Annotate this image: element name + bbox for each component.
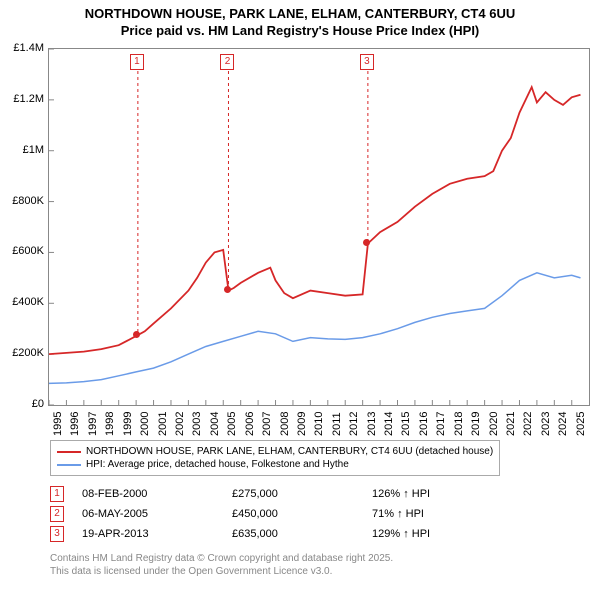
x-tick-label: 2016 — [418, 412, 430, 436]
sale-marker-label: 3 — [360, 54, 374, 70]
x-tick-label: 2018 — [453, 412, 465, 436]
y-tick-label: £1M — [4, 144, 44, 156]
sale-delta: 126% ↑ HPI — [372, 488, 492, 500]
x-tick-label: 2022 — [522, 412, 534, 436]
x-tick-label: 1996 — [69, 412, 81, 436]
y-tick-label: £800K — [4, 195, 44, 207]
x-tick-label: 1997 — [87, 412, 99, 436]
x-tick-label: 2013 — [366, 412, 378, 436]
x-tick-label: 2024 — [557, 412, 569, 436]
table-row: 3 19-APR-2013£635,000129% ↑ HPI — [50, 524, 492, 544]
x-tick-label: 2025 — [575, 412, 587, 436]
sale-price: £275,000 — [232, 488, 372, 500]
legend: NORTHDOWN HOUSE, PARK LANE, ELHAM, CANTE… — [50, 440, 500, 476]
sale-price: £635,000 — [232, 528, 372, 540]
y-tick-label: £400K — [4, 296, 44, 308]
container: NORTHDOWN HOUSE, PARK LANE, ELHAM, CANTE… — [0, 0, 600, 590]
y-tick-label: £1.2M — [4, 93, 44, 105]
table-row: 2 06-MAY-2005£450,00071% ↑ HPI — [50, 504, 492, 524]
footer: Contains HM Land Registry data © Crown c… — [50, 552, 393, 578]
x-tick-label: 2008 — [279, 412, 291, 436]
sales-table: 1 08-FEB-2000£275,000126% ↑ HPI 2 06-MAY-20… — [50, 484, 492, 544]
sale-date: 19-APR-2013 — [82, 528, 232, 540]
x-tick-label: 2011 — [331, 412, 343, 436]
x-tick-label: 2017 — [435, 412, 447, 436]
x-tick-label: 2014 — [383, 412, 395, 436]
line-chart — [48, 48, 590, 406]
legend-swatch — [57, 451, 81, 453]
title-line2: Price paid vs. HM Land Registry's House … — [121, 23, 480, 38]
sale-marker-label: 1 — [130, 54, 144, 70]
footer-line1: Contains HM Land Registry data © Crown c… — [50, 553, 393, 564]
y-tick-label: £200K — [4, 347, 44, 359]
sale-delta: 129% ↑ HPI — [372, 528, 492, 540]
sale-number-box: 2 — [50, 506, 64, 522]
legend-label: HPI: Average price, detached house, Folk… — [86, 459, 349, 470]
chart-svg — [49, 49, 589, 405]
table-row: 1 08-FEB-2000£275,000126% ↑ HPI — [50, 484, 492, 504]
x-tick-label: 2005 — [226, 412, 238, 436]
legend-label: NORTHDOWN HOUSE, PARK LANE, ELHAM, CANTE… — [86, 446, 493, 457]
footer-line2: This data is licensed under the Open Gov… — [50, 566, 332, 577]
sale-price: £450,000 — [232, 508, 372, 520]
legend-item: NORTHDOWN HOUSE, PARK LANE, ELHAM, CANTE… — [57, 445, 493, 458]
x-tick-label: 2021 — [505, 412, 517, 436]
x-tick-label: 2001 — [157, 412, 169, 436]
sale-number-box: 1 — [50, 486, 64, 502]
x-tick-label: 2002 — [174, 412, 186, 436]
x-tick-label: 1999 — [122, 412, 134, 436]
sale-date: 06-MAY-2005 — [82, 508, 232, 520]
sale-marker-label: 2 — [220, 54, 234, 70]
legend-swatch — [57, 464, 81, 466]
chart-title: NORTHDOWN HOUSE, PARK LANE, ELHAM, CANTE… — [0, 0, 600, 40]
y-tick-label: £600K — [4, 245, 44, 257]
x-tick-label: 2020 — [488, 412, 500, 436]
legend-item: HPI: Average price, detached house, Folk… — [57, 458, 493, 471]
sale-date: 08-FEB-2000 — [82, 488, 232, 500]
x-tick-label: 2023 — [540, 412, 552, 436]
y-tick-label: £1.4M — [4, 42, 44, 54]
x-tick-label: 2010 — [313, 412, 325, 436]
sale-marker-dot — [133, 331, 140, 338]
x-tick-label: 1998 — [104, 412, 116, 436]
x-tick-label: 2006 — [244, 412, 256, 436]
x-tick-label: 2012 — [348, 412, 360, 436]
sale-marker-dot — [224, 286, 231, 293]
x-tick-label: 1995 — [52, 412, 64, 436]
sale-delta: 71% ↑ HPI — [372, 508, 492, 520]
x-tick-label: 2004 — [209, 412, 221, 436]
x-tick-label: 2000 — [139, 412, 151, 436]
x-tick-label: 2007 — [261, 412, 273, 436]
sale-number-box: 3 — [50, 526, 64, 542]
x-tick-label: 2019 — [470, 412, 482, 436]
x-tick-label: 2009 — [296, 412, 308, 436]
y-tick-label: £0 — [4, 398, 44, 410]
title-line1: NORTHDOWN HOUSE, PARK LANE, ELHAM, CANTE… — [85, 6, 515, 21]
x-tick-label: 2003 — [191, 412, 203, 436]
x-tick-label: 2015 — [400, 412, 412, 436]
